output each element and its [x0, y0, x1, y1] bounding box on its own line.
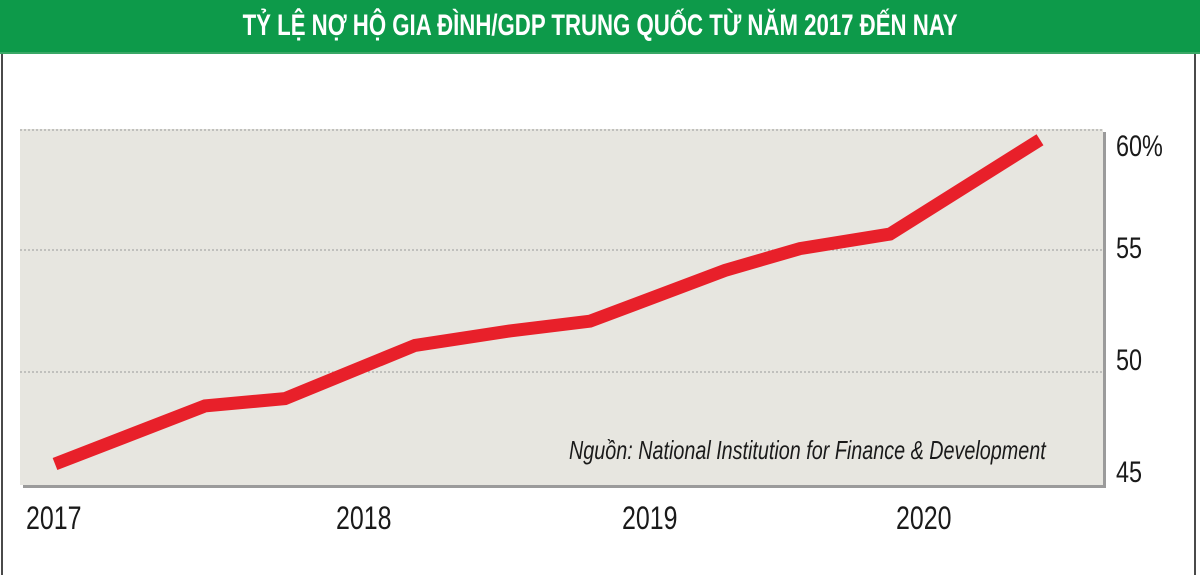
- y-tick-55: 55: [1116, 232, 1143, 265]
- y-tick-50: 50: [1116, 344, 1143, 377]
- y-tick-45: 45: [1116, 456, 1143, 489]
- y-tick-60: 60%: [1116, 130, 1163, 163]
- x-tick-2018: 2018: [336, 500, 392, 536]
- source-note: Nguồn: National Institution for Finance …: [569, 435, 1046, 465]
- x-tick-2019: 2019: [622, 500, 678, 536]
- x-tick-2017: 2017: [26, 500, 82, 536]
- x-tick-2020: 2020: [896, 500, 952, 536]
- gridlines: [20, 129, 1103, 373]
- chart-header: TỶ LỆ NỢ HỘ GIA ĐÌNH/GDP TRUNG QUỐC TỪ N…: [0, 0, 1200, 54]
- line-chart: [20, 129, 1103, 471]
- series-line: [52, 134, 1044, 471]
- chart-title: TỶ LỆ NỢ HỘ GIA ĐÌNH/GDP TRUNG QUỐC TỪ N…: [242, 9, 958, 42]
- plot-area: [20, 129, 1103, 485]
